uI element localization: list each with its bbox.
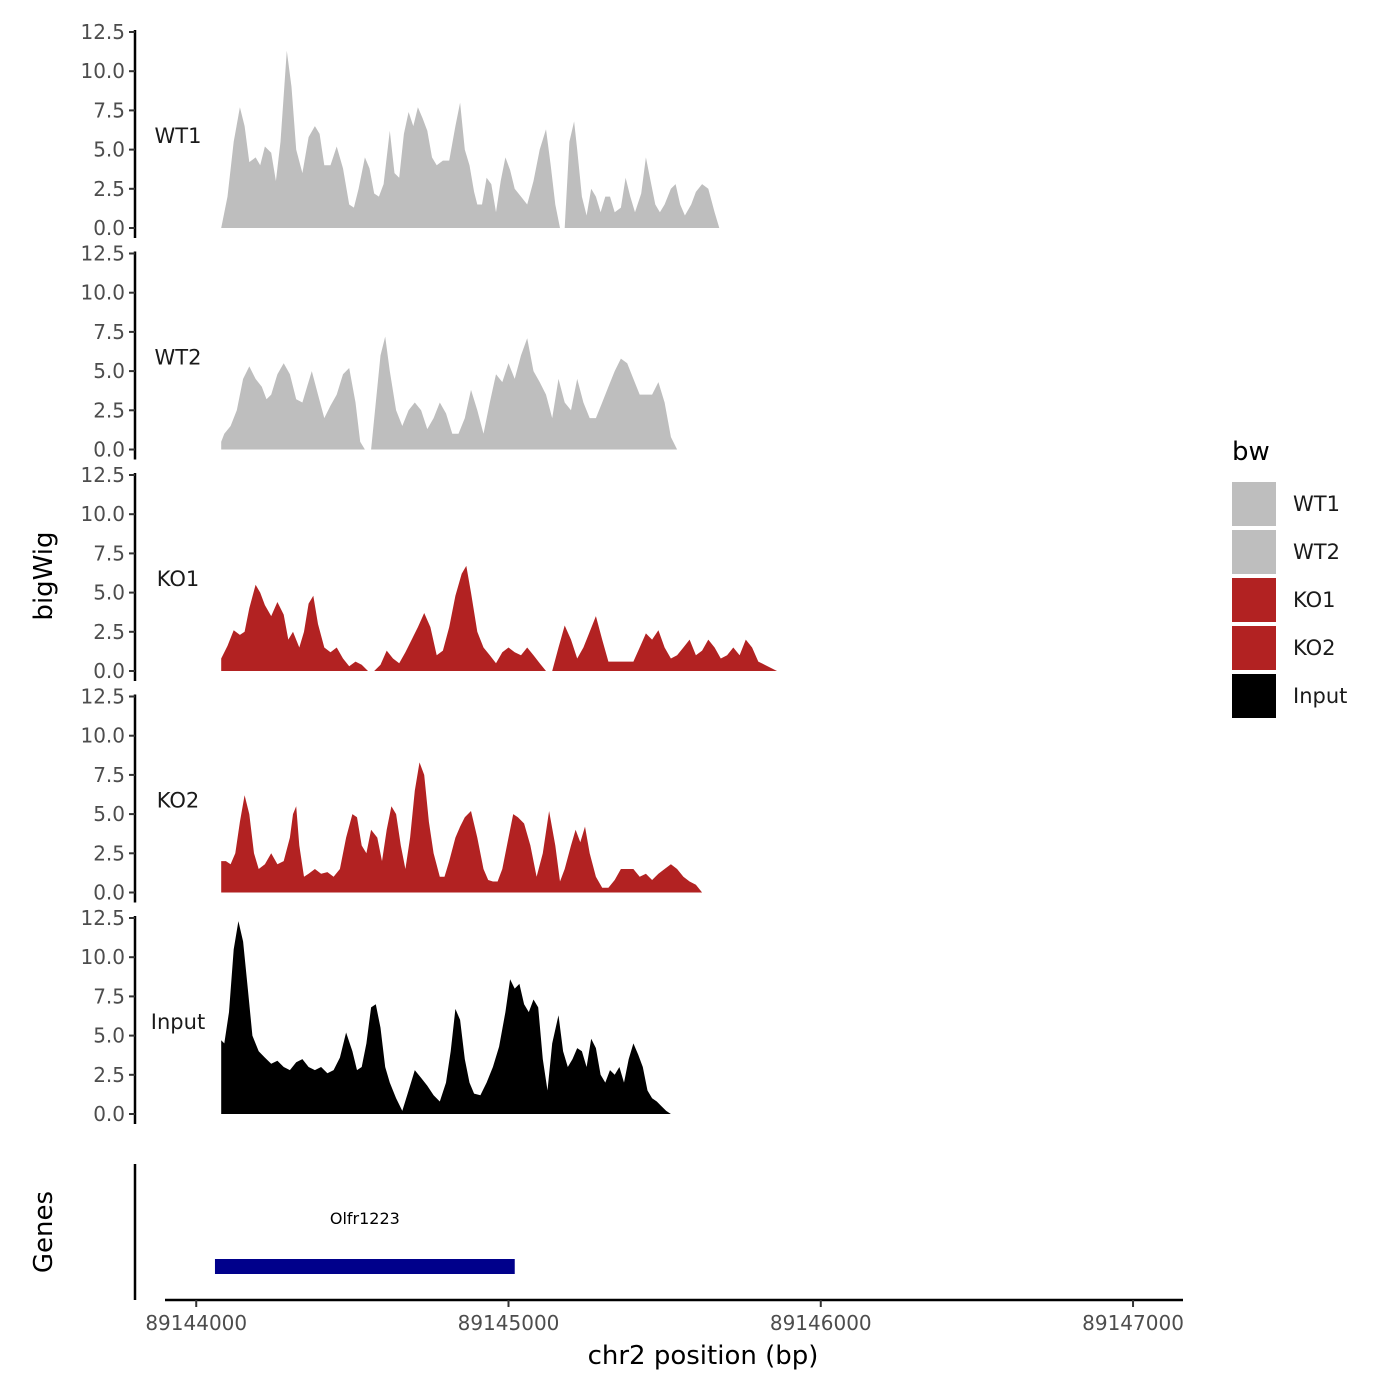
y-tick-label: 12.5 — [80, 685, 125, 709]
track-label-ko1: KO1 — [157, 567, 200, 591]
legend-swatch-ko1 — [1232, 578, 1276, 622]
legend-swatch-ko2 — [1232, 626, 1276, 670]
legend-label-wt2: WT2 — [1293, 540, 1340, 564]
y-tick-label: 10.0 — [80, 59, 125, 83]
y-tick-label: 2.5 — [93, 177, 125, 201]
y-tick-label: 0.0 — [93, 659, 125, 683]
gene-track-title: Genes — [29, 1191, 59, 1273]
gene-track-panel: Genes Olfr1223 — [29, 1164, 515, 1300]
track-label-wt2: WT2 — [155, 346, 202, 370]
y-tick-label: 0.0 — [93, 881, 125, 905]
y-tick-label: 5.0 — [93, 359, 125, 383]
y-tick-label: 7.5 — [93, 98, 125, 122]
x-tick-label: 89145000 — [458, 1311, 560, 1335]
y-tick-label: 10.0 — [80, 945, 125, 969]
y-tick-label: 7.5 — [93, 984, 125, 1008]
x-axis-title: chr2 position (bp) — [588, 1341, 819, 1371]
y-tick-label: 7.5 — [93, 763, 125, 787]
x-tick-label: 89146000 — [770, 1311, 872, 1335]
area-wt1 — [221, 50, 720, 228]
y-tick-label: 10.0 — [80, 724, 125, 748]
x-tick-label: 89147000 — [1082, 1311, 1184, 1335]
x-tick-label: 89144000 — [145, 1311, 247, 1335]
y-tick-label: 10.0 — [80, 281, 125, 305]
y-tick-label: 7.5 — [93, 541, 125, 565]
legend-swatch-input — [1232, 674, 1276, 718]
gene-bar-olfr1223 — [214, 1259, 515, 1274]
y-tick-label: 2.5 — [93, 620, 125, 644]
y-tick-label: 5.0 — [93, 802, 125, 826]
panel-wt1: 0.0 2.5 5.0 7.5 10.0 12.5 WT1 — [80, 20, 720, 240]
y-axis-title: bigWig — [29, 531, 59, 620]
legend: bw WT1 WT2 KO1 KO2 Input — [1232, 437, 1347, 718]
track-label-ko2: KO2 — [157, 789, 200, 813]
y-tick-label: 12.5 — [80, 20, 125, 44]
panel-wt2: 0.0 2.5 5.0 7.5 10.0 12.5 WT2 — [80, 242, 678, 462]
legend-title: bw — [1232, 437, 1270, 467]
panel-ko1: 0.0 2.5 5.0 7.5 10.0 12.5 KO1 — [80, 463, 777, 683]
y-tick-label: 12.5 — [80, 463, 125, 487]
bigwig-panels: 0.0 2.5 5.0 7.5 10.0 12.5 WT1 0.0 2.5 5.0 7.5 10.0 1… — [80, 20, 777, 1126]
legend-label-input: Input — [1293, 684, 1347, 708]
area-wt2 — [221, 336, 678, 450]
track-label-wt1: WT1 — [155, 124, 202, 148]
y-tick-label: 5.0 — [93, 1024, 125, 1048]
y-tick-label: 12.5 — [80, 906, 125, 930]
y-tick-label: 5.0 — [93, 138, 125, 162]
area-ko1 — [221, 565, 777, 671]
legend-label-wt1: WT1 — [1293, 492, 1340, 516]
area-ko2 — [221, 762, 703, 893]
legend-swatch-wt2 — [1232, 530, 1276, 574]
y-tick-label: 7.5 — [93, 320, 125, 344]
x-axis: 89144000 89145000 89146000 89147000 — [145, 1298, 1184, 1335]
area-input — [221, 921, 671, 1114]
y-tick-label: 10.0 — [80, 502, 125, 526]
y-tick-label: 0.0 — [93, 216, 125, 240]
panel-input: 0.0 2.5 5.0 7.5 10.0 12.5 Input — [80, 906, 671, 1126]
gene-label: Olfr1223 — [330, 1209, 400, 1228]
panel-ko2: 0.0 2.5 5.0 7.5 10.0 12.5 KO2 — [80, 685, 703, 905]
legend-label-ko2: KO2 — [1293, 636, 1336, 660]
track-label-input: Input — [151, 1010, 205, 1034]
y-tick-label: 0.0 — [93, 1102, 125, 1126]
legend-swatch-wt1 — [1232, 482, 1276, 526]
y-tick-label: 0.0 — [93, 438, 125, 462]
y-tick-label: 2.5 — [93, 1063, 125, 1087]
y-tick-label: 2.5 — [93, 841, 125, 865]
legend-label-ko1: KO1 — [1293, 588, 1336, 612]
y-tick-label: 2.5 — [93, 398, 125, 422]
y-tick-label: 12.5 — [80, 242, 125, 266]
y-tick-label: 5.0 — [93, 581, 125, 605]
